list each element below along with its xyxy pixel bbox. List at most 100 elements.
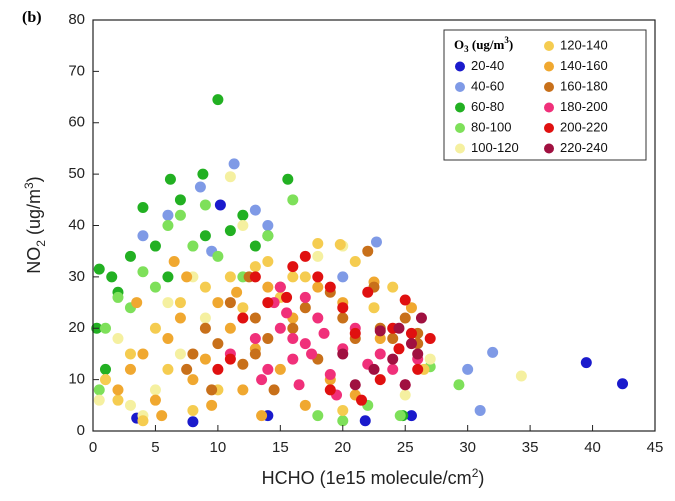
point — [197, 168, 209, 180]
x-label-sup: 2 — [472, 466, 479, 480]
y-label-part: NO — [24, 247, 44, 274]
point — [368, 302, 380, 314]
y-tick-label: 50 — [68, 165, 85, 182]
x-tick-label: 20 — [334, 439, 351, 456]
point — [362, 245, 374, 257]
point — [237, 384, 249, 396]
point — [274, 281, 286, 293]
point — [312, 250, 324, 262]
x-tick-label: 5 — [151, 439, 159, 456]
point — [415, 312, 427, 324]
point — [187, 240, 199, 252]
point — [374, 333, 386, 345]
point — [249, 348, 261, 360]
point — [262, 255, 274, 267]
legend-marker — [544, 41, 554, 51]
point — [262, 363, 274, 375]
point — [124, 363, 136, 375]
legend-title: O3 (ug/m3) — [454, 35, 513, 54]
point — [224, 271, 236, 283]
point — [368, 363, 380, 375]
y-label-sup: 3 — [22, 182, 36, 189]
point — [405, 302, 417, 314]
legend-label: 180-200 — [560, 99, 608, 114]
point — [224, 322, 236, 334]
point — [287, 194, 299, 206]
point — [412, 363, 424, 375]
point — [149, 240, 161, 252]
point — [156, 410, 168, 422]
point — [274, 363, 286, 375]
point — [453, 379, 465, 391]
point — [349, 327, 361, 339]
point — [312, 410, 324, 422]
point — [362, 286, 374, 298]
point — [187, 404, 199, 416]
point — [237, 358, 249, 370]
x-tick-label: 25 — [397, 439, 414, 456]
legend-marker — [544, 123, 554, 133]
point — [137, 202, 149, 214]
point — [137, 348, 149, 360]
point — [212, 363, 224, 375]
point — [617, 378, 629, 390]
point — [237, 220, 249, 231]
legend-label: 40-60 — [471, 78, 504, 93]
point — [268, 384, 280, 396]
point — [306, 348, 318, 360]
point — [249, 312, 261, 324]
point — [262, 333, 274, 345]
point — [124, 348, 136, 360]
point — [187, 416, 199, 428]
legend-marker — [455, 102, 465, 113]
point — [337, 348, 349, 360]
legend-label: 80-100 — [471, 119, 511, 134]
point — [299, 250, 311, 262]
point — [337, 404, 349, 416]
point — [199, 230, 211, 242]
point — [174, 194, 186, 206]
legend-marker — [455, 61, 465, 72]
point — [405, 338, 417, 350]
point — [162, 297, 174, 309]
legend-title-sub: 3 — [464, 44, 469, 54]
point — [187, 348, 199, 360]
point — [299, 302, 311, 314]
point — [93, 384, 105, 396]
point — [424, 353, 436, 365]
y-label-part: ) — [24, 176, 44, 182]
point — [181, 363, 193, 375]
point — [93, 394, 105, 406]
legend-label: 160-180 — [560, 78, 608, 93]
point — [199, 322, 211, 334]
point — [212, 250, 224, 262]
point — [137, 415, 149, 427]
point — [370, 236, 382, 248]
point — [394, 410, 406, 422]
point — [249, 271, 261, 283]
y-axis-label: NO2 (ug/m3) — [22, 176, 48, 273]
point — [324, 281, 336, 293]
point — [112, 291, 124, 303]
point — [399, 389, 411, 401]
y-tick-label: 70 — [68, 62, 85, 79]
point — [515, 370, 527, 382]
point — [487, 346, 499, 358]
point — [359, 415, 371, 427]
point — [93, 263, 105, 275]
legend-marker — [455, 123, 465, 133]
y-tick-label: 40 — [68, 216, 85, 233]
point — [274, 322, 286, 334]
point — [212, 297, 224, 309]
point — [124, 399, 136, 411]
point — [199, 353, 211, 365]
point — [224, 297, 236, 309]
point — [99, 374, 111, 386]
point — [249, 333, 261, 345]
point — [281, 307, 293, 319]
point — [349, 255, 361, 267]
point — [162, 209, 174, 221]
point — [399, 379, 411, 391]
point — [287, 322, 299, 334]
